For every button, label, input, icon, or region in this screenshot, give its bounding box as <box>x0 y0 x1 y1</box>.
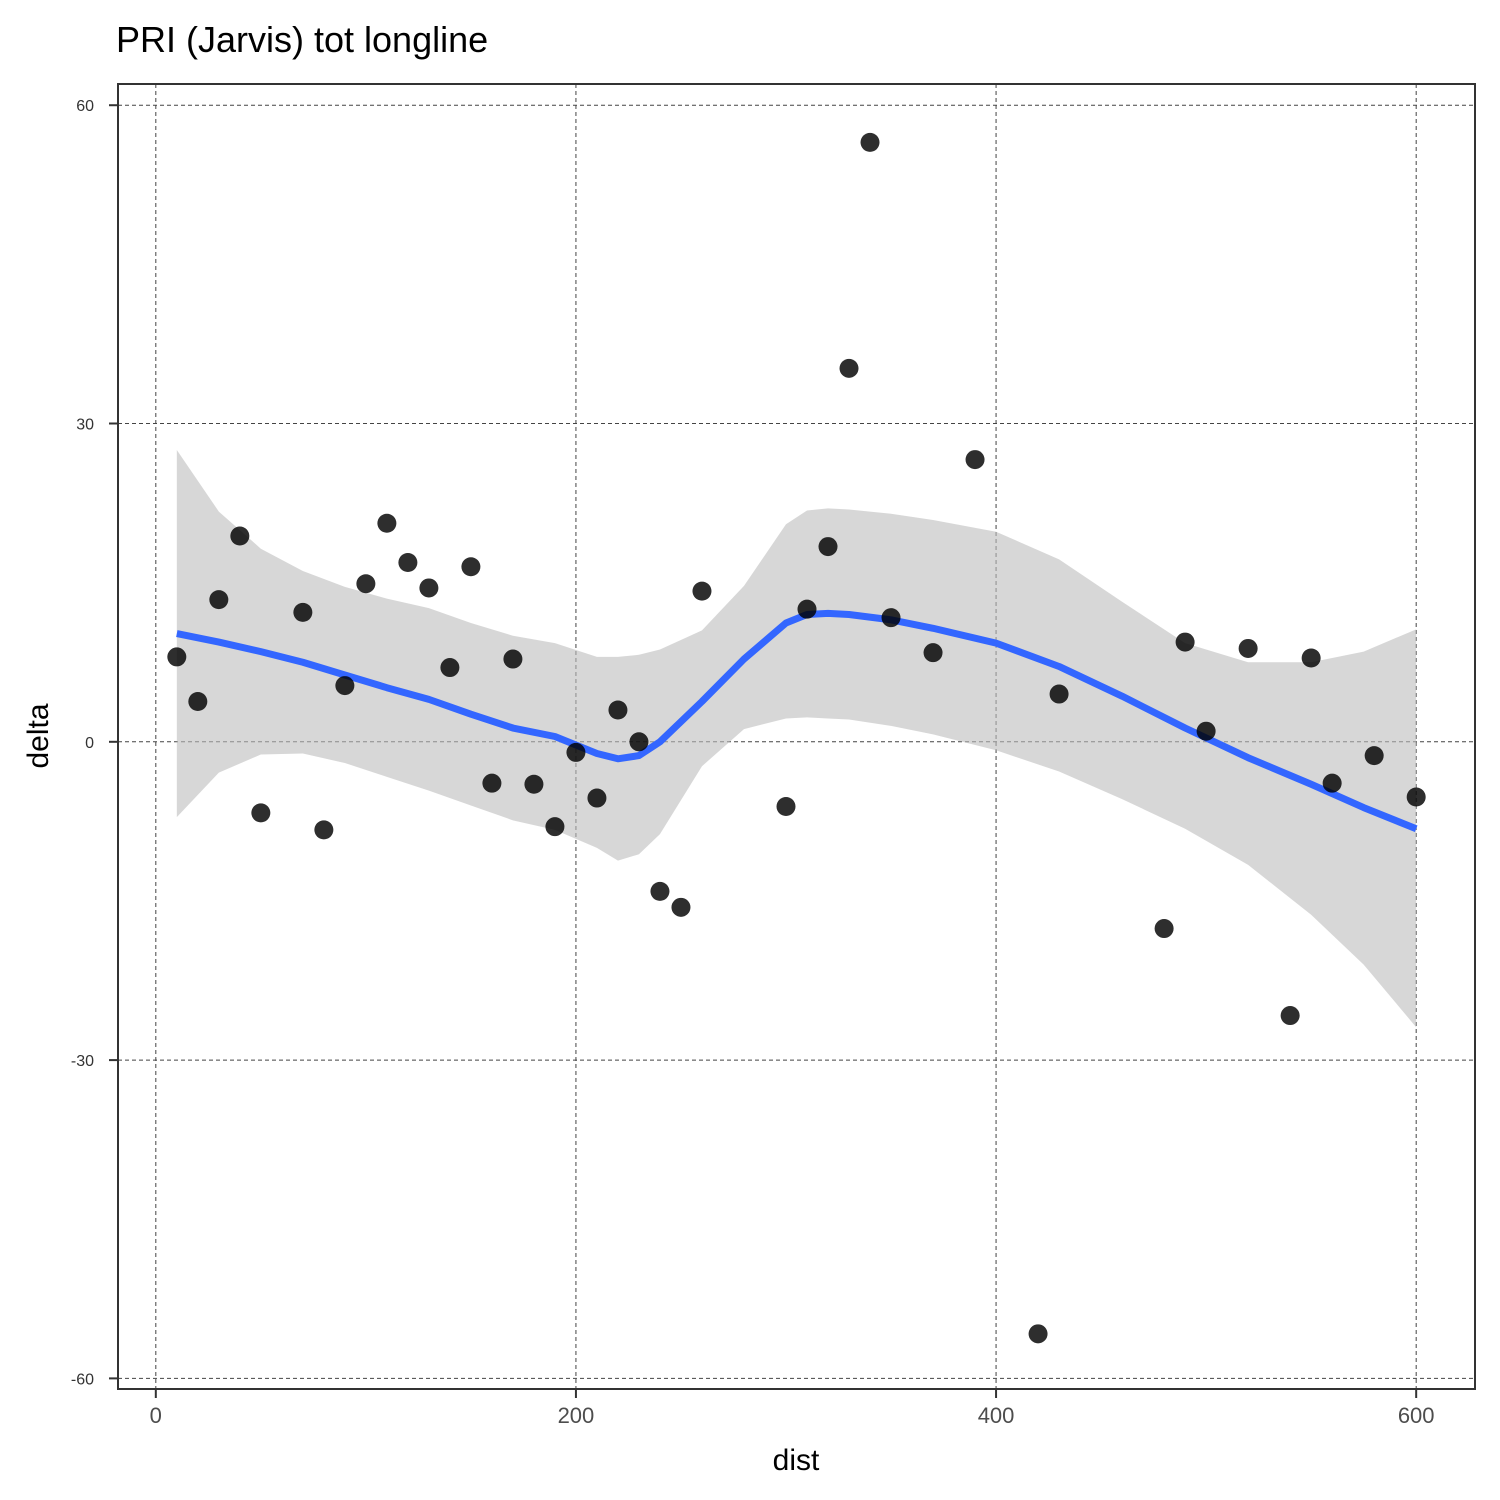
data-point <box>797 599 817 619</box>
data-point <box>461 557 481 577</box>
chart-title: PRI (Jarvis) tot longline <box>116 19 488 60</box>
data-point <box>209 590 229 610</box>
data-point <box>167 647 187 667</box>
data-point <box>503 649 523 669</box>
data-point <box>335 676 355 696</box>
data-point <box>692 581 712 601</box>
confidence-band <box>176 450 1417 1028</box>
data-point <box>965 450 985 470</box>
x-tick-label: 200 <box>558 1403 595 1428</box>
data-point <box>566 742 586 762</box>
data-point <box>356 574 376 594</box>
data-point <box>1175 632 1195 652</box>
data-point <box>671 897 691 917</box>
data-point <box>377 513 397 533</box>
data-point <box>230 526 250 546</box>
y-tick-label: -60 <box>71 1371 94 1388</box>
confidence-band-layer <box>176 450 1417 1028</box>
data-point <box>419 578 439 598</box>
data-point <box>1364 746 1384 766</box>
data-point <box>1280 1006 1300 1026</box>
data-point <box>776 797 796 817</box>
panel-border <box>117 83 1476 1390</box>
data-point <box>818 537 838 557</box>
axes: 0 200 400 600 60 30 0 -30 -60 <box>71 98 1435 1428</box>
y-tick-label: 30 <box>76 417 94 434</box>
data-point <box>860 132 880 152</box>
data-point <box>1301 648 1321 668</box>
data-point <box>1049 684 1069 704</box>
data-point <box>398 553 418 572</box>
y-tick-label: 60 <box>76 98 94 115</box>
x-tick-label: 600 <box>1398 1403 1435 1428</box>
smooth-line-layer <box>176 609 1418 833</box>
data-point <box>524 774 544 794</box>
data-point <box>839 358 859 378</box>
data-point <box>188 691 208 711</box>
data-point <box>1238 638 1258 658</box>
data-point <box>482 773 502 793</box>
y-tick-label: 0 <box>85 735 94 752</box>
x-tick-label: 0 <box>150 1403 162 1428</box>
x-axis-title: dist <box>773 1444 820 1477</box>
data-point <box>1196 721 1216 741</box>
data-point <box>314 820 334 840</box>
y-axis-title: delta <box>22 703 55 768</box>
x-tick-label: 400 <box>978 1403 1015 1428</box>
points-layer <box>167 132 1426 1344</box>
data-point <box>1406 787 1426 807</box>
data-point <box>629 732 649 752</box>
data-point <box>545 817 565 837</box>
data-point <box>1154 919 1174 939</box>
data-point <box>251 803 271 823</box>
data-point <box>1028 1324 1048 1344</box>
data-point <box>923 643 943 663</box>
smooth-line <box>176 609 1418 833</box>
data-point <box>881 608 901 628</box>
data-point <box>1322 773 1342 793</box>
data-point <box>650 881 670 901</box>
data-point <box>293 602 313 622</box>
data-point <box>608 700 628 720</box>
data-point <box>587 788 607 808</box>
data-point <box>440 658 460 678</box>
y-tick-label: -30 <box>71 1053 94 1070</box>
